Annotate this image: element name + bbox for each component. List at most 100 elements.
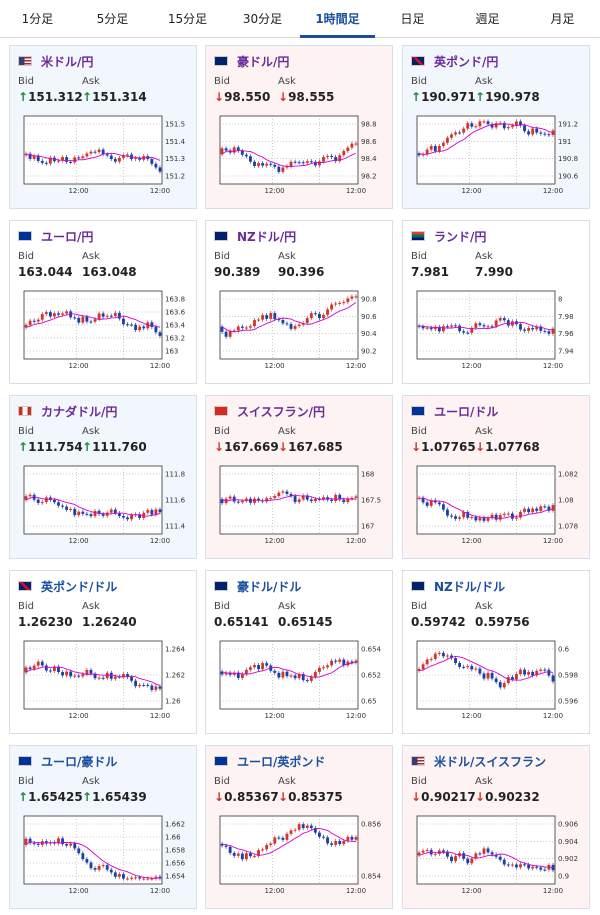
pair-name[interactable]: 豪ドル/円 xyxy=(237,54,290,69)
tab-3[interactable]: 30分足 xyxy=(242,12,283,26)
candle-body xyxy=(466,512,470,518)
tab-0[interactable]: 1分足 xyxy=(21,12,54,26)
candle-body xyxy=(490,514,494,518)
price-chart[interactable]: 168 167.5 167 12:00 12:00 xyxy=(216,462,386,552)
down-arrow-icon: ↓ xyxy=(278,440,289,454)
price-chart[interactable]: 191.2 191 190.8 190.6 12:00 12:00 xyxy=(413,112,583,202)
rate-card[interactable]: 豪ドル/ドル Bid Ask 0.65141 0.65145 0.654 0.65… xyxy=(205,570,393,734)
chart-svg: 168 167.5 167 12:00 12:00 xyxy=(219,465,381,545)
pair-name[interactable]: ユーロ/円 xyxy=(41,229,94,244)
tab-1[interactable]: 5分足 xyxy=(96,12,129,26)
pair-name[interactable]: NZドル/ドル xyxy=(434,579,506,594)
pair-name[interactable]: ユーロ/英ポンド xyxy=(237,754,326,769)
price-chart[interactable]: 8 7.98 7.96 7.94 12:00 12:00 xyxy=(413,287,583,377)
down-arrow-icon: ↓ xyxy=(411,790,422,804)
candle-body xyxy=(313,828,317,833)
pair-name[interactable]: スイスフラン/円 xyxy=(237,404,326,419)
pair-name[interactable]: ランド/円 xyxy=(434,229,487,244)
tab-2[interactable]: 15分足 xyxy=(167,12,208,26)
candle-body xyxy=(265,163,269,166)
price-chart[interactable]: 0.906 0.904 0.902 0.9 12:00 12:00 xyxy=(413,812,583,902)
candle-body xyxy=(519,864,522,868)
tab-5[interactable]: 日足 xyxy=(400,12,425,26)
timeframe-tabs: 1分足 5分足 15分足 30分足 1時間足 日足 週足 月足 xyxy=(0,0,600,38)
candle-body xyxy=(224,331,228,337)
candle-body xyxy=(482,673,486,679)
candle-body xyxy=(113,872,117,877)
pair-name[interactable]: カナダドル/円 xyxy=(41,404,118,419)
candle-body xyxy=(474,126,478,128)
price-chart[interactable]: 0.856 0.854 12:00 12:00 xyxy=(216,812,386,902)
y-tick-label: 98.8 xyxy=(361,121,377,129)
candle-body xyxy=(281,320,285,324)
pair-name[interactable]: 豪ドル/ドル xyxy=(237,579,302,594)
price-chart[interactable]: 90.8 90.6 90.4 90.2 12:00 12:00 xyxy=(216,287,386,377)
pair-name[interactable]: NZドル/円 xyxy=(237,229,297,244)
rate-card[interactable]: NZドル/ドル Bid Ask 0.59742 0.59756 0.6 0.598… xyxy=(402,570,590,734)
candle-body xyxy=(277,166,281,172)
candle-body xyxy=(85,153,89,157)
rate-card[interactable]: ユーロ/豪ドル Bid Ask ↑1.65425 ↑1.65439 1.662 1… xyxy=(9,745,197,909)
pair-name[interactable]: 米ドル/円 xyxy=(41,54,94,69)
price-chart[interactable]: 1.082 1.08 1.078 12:00 12:00 xyxy=(413,462,583,552)
price-chart[interactable]: 163.8 163.6 163.4 163.2 163 12:00 12:00 xyxy=(20,287,190,377)
x-tick-label: 12:00 xyxy=(346,187,366,195)
ask-value: ↑1.65439 xyxy=(82,790,147,804)
candle-body xyxy=(240,673,244,678)
candle-body xyxy=(531,327,535,330)
candle-body xyxy=(297,324,301,327)
candle-body xyxy=(232,852,236,856)
candle-body xyxy=(130,324,133,326)
rate-card[interactable]: ユーロ/英ポンド Bid Ask ↓0.85367 ↓0.85375 0.856… xyxy=(205,745,393,909)
candle-body xyxy=(498,856,502,860)
rate-card[interactable]: スイスフラン/円 Bid Ask ↓167.669 ↓167.685 168 16… xyxy=(205,395,393,559)
y-tick-label: 90.6 xyxy=(361,313,377,321)
y-tick-label: 111.6 xyxy=(165,497,186,505)
rate-card[interactable]: ランド/円 Bid Ask 7.981 7.990 8 7.98 7.96 7.94 1… xyxy=(402,220,590,384)
rate-card[interactable]: カナダドル/円 Bid Ask ↑111.754 ↑111.760 111.8 1… xyxy=(9,395,197,559)
candle-body xyxy=(236,147,240,151)
candle-body xyxy=(478,853,482,855)
candle-body xyxy=(240,853,244,860)
candle-body xyxy=(502,683,506,688)
pair-name[interactable]: 英ポンド/円 xyxy=(434,54,499,69)
rate-card[interactable]: 英ポンド/ドル Bid Ask 1.26230 1.26240 1.264 1.2… xyxy=(9,570,197,734)
candle-body xyxy=(519,511,522,518)
tab-4[interactable]: 1時間足 xyxy=(300,0,375,38)
candle-body xyxy=(510,864,514,866)
pair-name[interactable]: ユーロ/豪ドル xyxy=(41,754,118,769)
price-chart[interactable]: 111.8 111.6 111.4 12:00 12:00 xyxy=(20,462,190,552)
y-tick-label: 111.8 xyxy=(165,471,185,479)
pair-name[interactable]: 米ドル/スイスフラン xyxy=(434,754,547,769)
tab-7[interactable]: 月足 xyxy=(550,12,575,26)
rate-card[interactable]: ユーロ/ドル Bid Ask ↓1.07765 ↓1.07768 1.082 1.… xyxy=(402,395,590,559)
pair-name[interactable]: ユーロ/ドル xyxy=(434,404,499,419)
rate-card[interactable]: 米ドル/スイスフラン Bid Ask ↓0.90217 ↓0.90232 0.9… xyxy=(402,745,590,909)
chart-svg: 0.856 0.854 12:00 12:00 xyxy=(219,815,382,895)
candle-body xyxy=(551,505,555,511)
plot-area xyxy=(416,290,556,360)
rate-card[interactable]: ユーロ/円 Bid Ask 163.044 163.048 163.8 163.6… xyxy=(9,220,197,384)
candle-body xyxy=(531,128,535,135)
rate-card[interactable]: 英ポンド/円 Bid Ask ↑190.971 ↑190.978 191.2 19… xyxy=(402,45,590,209)
candle-body xyxy=(36,499,40,503)
price-chart[interactable]: 0.6 0.598 0.596 12:00 12:00 xyxy=(413,637,583,727)
candle-body xyxy=(289,493,293,497)
price-chart[interactable]: 1.662 1.66 1.658 1.656 1.654 12:00 12:00 xyxy=(20,812,190,902)
candle-body xyxy=(539,669,543,671)
moving-average-line xyxy=(221,150,357,168)
candle-body xyxy=(523,508,526,512)
pair-name[interactable]: 英ポンド/ドル xyxy=(41,579,118,594)
price-chart[interactable]: 98.8 98.6 98.4 98.2 12:00 12:00 xyxy=(216,112,386,202)
candle-body xyxy=(101,149,105,155)
candle-body xyxy=(334,840,338,845)
tab-6[interactable]: 週足 xyxy=(475,12,500,26)
rate-card[interactable]: 米ドル/円 Bid Ask ↑151.312 ↑151.314 151.5 151… xyxy=(9,45,197,209)
candle-body xyxy=(65,311,69,314)
rate-card[interactable]: 豪ドル/円 Bid Ask ↓98.550 ↓98.555 98.8 98.6 98… xyxy=(205,45,393,209)
rate-card[interactable]: NZドル/円 Bid Ask 90.389 90.396 90.8 90.6 90.… xyxy=(205,220,393,384)
price-chart[interactable]: 1.264 1.262 1.26 12:00 12:00 xyxy=(20,637,190,727)
candle-body xyxy=(535,326,539,330)
price-chart[interactable]: 151.5 151.4 151.3 151.2 12:00 12:00 xyxy=(20,112,190,202)
price-chart[interactable]: 0.654 0.652 0.65 12:00 12:00 xyxy=(216,637,386,727)
